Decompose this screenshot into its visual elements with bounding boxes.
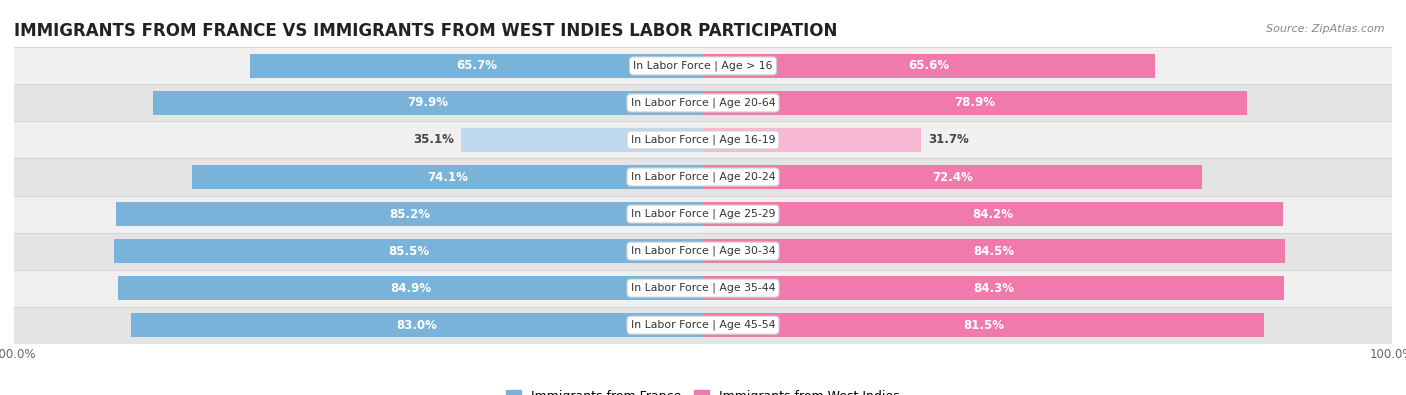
Text: 84.2%: 84.2%: [973, 207, 1014, 220]
Bar: [703, 276, 1284, 300]
Bar: [117, 202, 703, 226]
Bar: [703, 165, 1202, 189]
Text: In Labor Force | Age 16-19: In Labor Force | Age 16-19: [631, 135, 775, 145]
Bar: [14, 196, 1392, 233]
Text: 84.9%: 84.9%: [389, 282, 432, 295]
Bar: [131, 313, 703, 337]
Text: 72.4%: 72.4%: [932, 171, 973, 184]
Text: 85.2%: 85.2%: [389, 207, 430, 220]
Text: 83.0%: 83.0%: [396, 319, 437, 332]
Bar: [14, 121, 1392, 158]
Bar: [703, 128, 921, 152]
Bar: [114, 239, 703, 263]
Text: In Labor Force | Age 25-29: In Labor Force | Age 25-29: [631, 209, 775, 219]
Text: In Labor Force | Age 20-24: In Labor Force | Age 20-24: [631, 172, 775, 182]
Text: Source: ZipAtlas.com: Source: ZipAtlas.com: [1267, 24, 1385, 34]
Bar: [14, 233, 1392, 269]
Text: 35.1%: 35.1%: [413, 134, 454, 147]
Bar: [461, 128, 703, 152]
Text: In Labor Force | Age 30-34: In Labor Force | Age 30-34: [631, 246, 775, 256]
Text: 65.6%: 65.6%: [908, 59, 949, 72]
Bar: [14, 47, 1392, 85]
Text: 81.5%: 81.5%: [963, 319, 1004, 332]
Text: 65.7%: 65.7%: [456, 59, 498, 72]
Text: 84.5%: 84.5%: [973, 245, 1015, 258]
Text: 31.7%: 31.7%: [928, 134, 969, 147]
Text: In Labor Force | Age 20-64: In Labor Force | Age 20-64: [631, 98, 775, 108]
Text: 74.1%: 74.1%: [427, 171, 468, 184]
Text: 78.9%: 78.9%: [955, 96, 995, 109]
Bar: [703, 313, 1264, 337]
Bar: [152, 91, 703, 115]
Bar: [14, 158, 1392, 196]
Text: In Labor Force | Age > 16: In Labor Force | Age > 16: [633, 61, 773, 71]
Text: In Labor Force | Age 45-54: In Labor Force | Age 45-54: [631, 320, 775, 330]
Bar: [14, 307, 1392, 344]
Bar: [250, 54, 703, 78]
Bar: [703, 54, 1154, 78]
Bar: [703, 239, 1285, 263]
Bar: [703, 202, 1284, 226]
Bar: [703, 91, 1247, 115]
Text: IMMIGRANTS FROM FRANCE VS IMMIGRANTS FROM WEST INDIES LABOR PARTICIPATION: IMMIGRANTS FROM FRANCE VS IMMIGRANTS FRO…: [14, 22, 838, 40]
Text: 85.5%: 85.5%: [388, 245, 429, 258]
Text: In Labor Force | Age 35-44: In Labor Force | Age 35-44: [631, 283, 775, 293]
Legend: Immigrants from France, Immigrants from West Indies: Immigrants from France, Immigrants from …: [506, 389, 900, 395]
Text: 79.9%: 79.9%: [408, 96, 449, 109]
Text: 84.3%: 84.3%: [973, 282, 1014, 295]
Bar: [14, 85, 1392, 121]
Bar: [14, 269, 1392, 307]
Bar: [193, 165, 703, 189]
Bar: [118, 276, 703, 300]
